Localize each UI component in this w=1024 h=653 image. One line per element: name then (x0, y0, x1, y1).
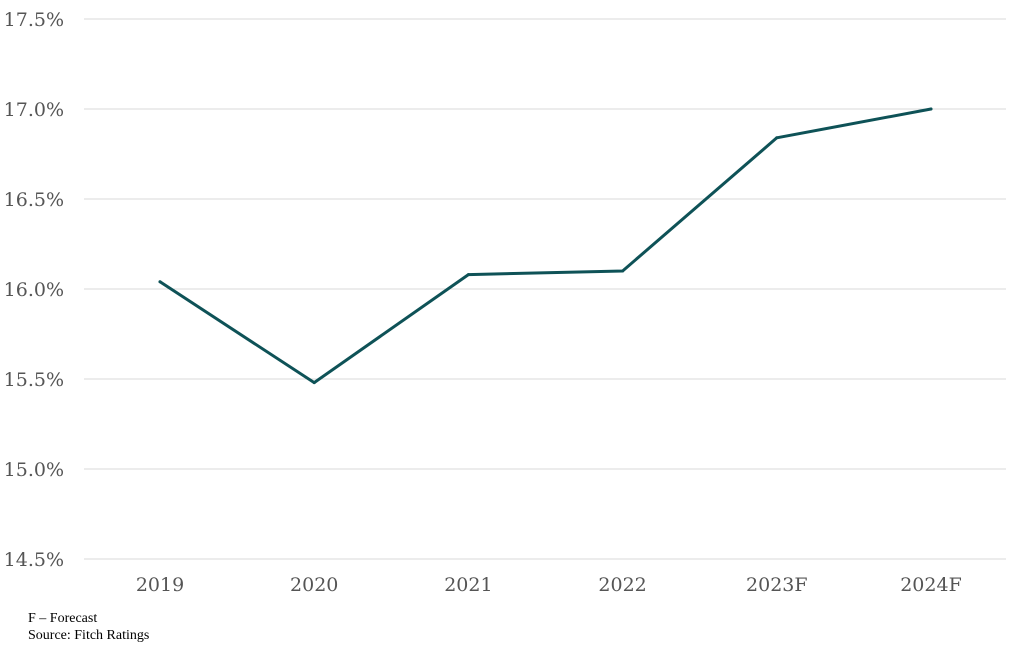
y-tick-label: 16.0% (4, 279, 64, 301)
series-group (158, 107, 933, 385)
y-tick-label: 15.5% (4, 369, 64, 391)
x-tick-label: 2023F (746, 574, 808, 596)
series-line (158, 107, 933, 385)
x-tick-label: 2022 (598, 574, 646, 596)
data-point (312, 381, 316, 385)
data-point (775, 136, 779, 140)
x-axis-tick-labels: 2019 2020 2021 2022 2023F 2024F (136, 574, 962, 596)
y-axis-tick-labels: 14.5% 15.0% 15.5% 16.0% 16.5% 17.0% 17.5% (4, 9, 64, 571)
y-tick-label: 14.5% (4, 549, 64, 571)
data-point (929, 107, 933, 111)
x-tick-label: 2024F (900, 574, 962, 596)
source-note: Source: Fitch Ratings (28, 628, 150, 643)
y-tick-label: 17.5% (4, 9, 64, 31)
forecast-note: F – Forecast (28, 611, 98, 626)
data-point (158, 280, 162, 284)
data-point (621, 269, 625, 273)
y-tick-label: 15.0% (4, 459, 64, 481)
x-tick-label: 2021 (444, 574, 492, 596)
data-point (466, 273, 470, 277)
gridlines (84, 18, 1006, 560)
chart-notes: F – Forecast Source: Fitch Ratings (28, 610, 149, 644)
x-tick-label: 2019 (136, 574, 184, 596)
y-tick-label: 16.5% (4, 189, 64, 211)
x-tick-label: 2020 (290, 574, 338, 596)
y-tick-label: 17.0% (4, 99, 64, 121)
